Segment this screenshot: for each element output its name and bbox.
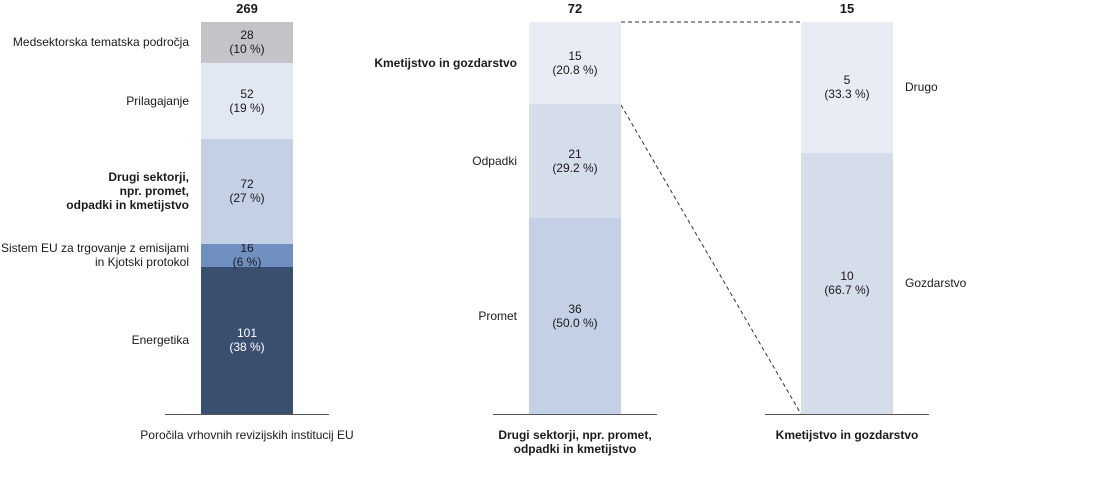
value-label: 15 (568, 48, 582, 63)
value-label: 36 (568, 302, 582, 316)
category-label: Kmetijstvo in gozdarstvo (374, 55, 517, 70)
value-label: 10 (840, 269, 854, 284)
bar-segment (801, 152, 893, 414)
total-label: 72 (567, 1, 583, 16)
category-label: Drugi sektorji, npr. promet, odpadki in … (66, 170, 189, 213)
value-label: 101 (236, 326, 258, 341)
bar-segment (201, 266, 293, 414)
share-label: (27 %) (229, 191, 265, 206)
axis-line (765, 414, 929, 415)
share-label: (6 %) (232, 255, 262, 270)
x-axis-label: Drugi sektorji, npr. promet, odpadki in … (498, 428, 652, 456)
category-label: Drugo (905, 80, 938, 95)
bar-segment (201, 62, 293, 139)
total-label: 15 (839, 1, 855, 16)
bar-segment (201, 138, 293, 244)
bar-segment (201, 22, 293, 63)
value-label: 72 (240, 177, 254, 192)
connector-line (620, 104, 802, 415)
share-label: (20.8 %) (552, 62, 598, 77)
share-label: (10 %) (229, 42, 265, 57)
value-label: 28 (240, 28, 254, 43)
share-label: (38 %) (229, 340, 265, 355)
bar-segment (201, 243, 293, 267)
value-label: 21 (568, 146, 582, 161)
category-label: Odpadki (472, 153, 517, 168)
category-label: Energetika (131, 333, 189, 348)
axis-line (165, 414, 329, 415)
category-label: Prilagajanje (126, 93, 189, 108)
category-label: Promet (478, 309, 517, 323)
category-label: Sistem EU za trgovanje z emisijami in Kj… (0, 241, 189, 270)
value-label: 52 (240, 86, 254, 101)
share-label: (50.0 %) (552, 316, 598, 330)
bar-segment (529, 22, 621, 104)
category-label: Medsektorska tematska področja (12, 35, 189, 50)
axis-line (493, 414, 657, 415)
x-axis-label: Kmetijstvo in gozdarstvo (775, 428, 919, 442)
total-label: 269 (236, 1, 258, 16)
value-label: 5 (843, 73, 851, 88)
value-label: 16 (240, 241, 254, 256)
bar-segment (801, 22, 893, 153)
share-label: (33.3 %) (824, 87, 870, 102)
category-label: Gozdarstvo (905, 276, 967, 291)
bar-segment (529, 218, 621, 414)
share-label: (29.2 %) (552, 160, 598, 175)
x-axis-label: Poročila vrhovnih revizijskih institucij… (140, 428, 354, 442)
share-label: (66.7 %) (824, 283, 870, 298)
bar-segment (529, 103, 621, 218)
share-label: (19 %) (229, 100, 265, 115)
